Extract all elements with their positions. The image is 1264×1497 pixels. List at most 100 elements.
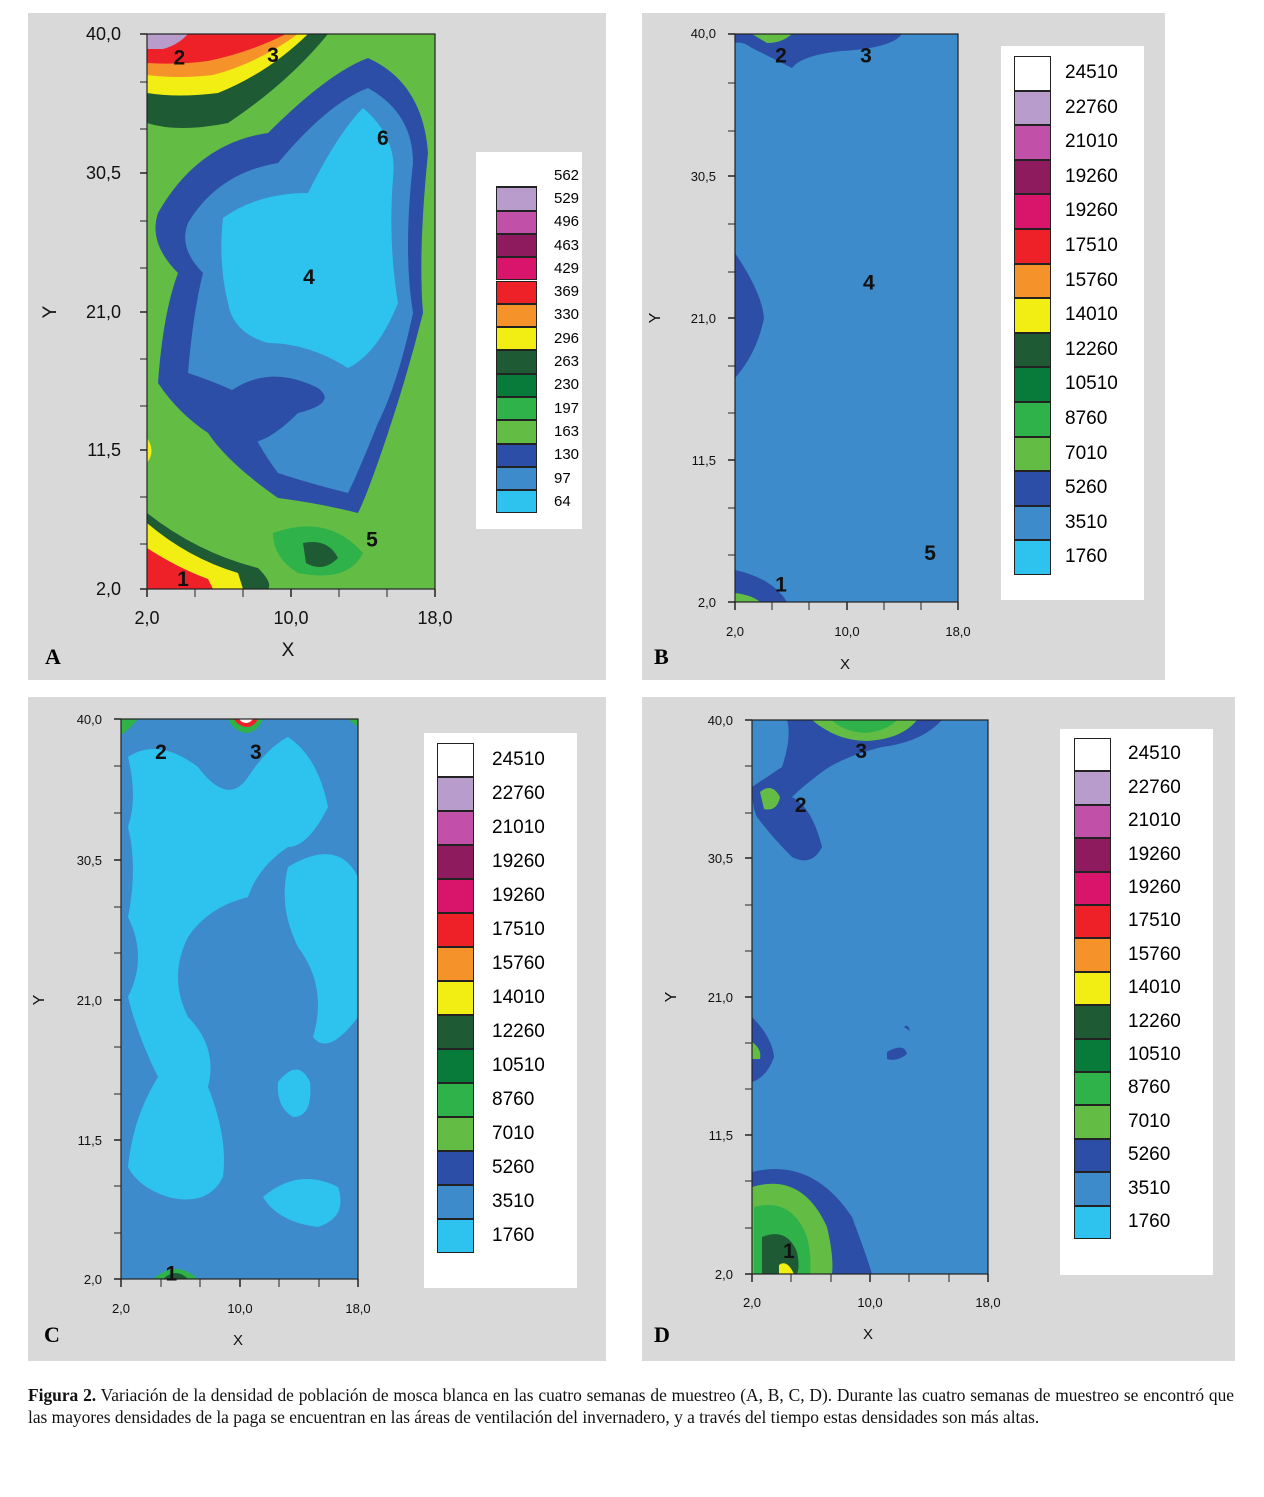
heatmap-c: 40,0 30,5 21,0 11,5 2,0 2,0 10,0 18,0 X … [31,712,371,1349]
plot-area-b [735,34,958,602]
region-d-bottom-yellow [779,1263,794,1274]
y-tick-label: 30,5 [77,853,102,868]
legend-swatch [1074,871,1111,905]
legend-a: 562 529 496 463 429 369 330 296 263 230 197 163 130 9… [476,152,582,529]
y-tick-label: 2,0 [715,1267,733,1282]
region-d-spot2-green [760,788,780,810]
legend-label: 10510 [492,1054,545,1076]
site-label-4: 4 [303,266,315,289]
x-axis-label: X [233,1332,243,1349]
panel-a: 40,0 30,5 21,0 11,5 2,0 2,0 10,0 18,0 X … [28,13,606,680]
legend-label: 19260 [492,850,545,872]
panel-label-a: A [45,644,61,669]
legend-label: 8760 [492,1088,535,1110]
legend-swatch [437,1185,474,1219]
legend-swatch [437,777,474,811]
legend-label: 10510 [1128,1043,1181,1065]
legend-swatch [437,1015,474,1049]
region-d-bottom-darkgreen [762,1234,799,1274]
legend-swatch [1014,367,1051,402]
legend-label: 22760 [1128,776,1181,798]
legend-swatch [1014,505,1051,541]
site-label-4: 4 [863,272,875,295]
legend-swatch [496,350,537,374]
region-b-top-darkblue [735,34,902,68]
region-c-lightblue-main [128,737,328,1200]
legend-swatch [437,1049,474,1083]
legend-label: 1760 [1065,546,1108,568]
x-tick-label: 2,0 [726,624,744,639]
site-label-1: 1 [775,573,787,596]
legend-label: 24510 [1128,743,1181,765]
legend-swatch [496,327,537,351]
legend-swatch [1074,971,1111,1006]
legend-swatch [496,303,537,328]
legend-label: 562 [554,166,580,184]
legend-swatch [1014,159,1051,195]
legend-label: 14010 [1065,304,1118,326]
x-axis-label: X [282,640,295,661]
region-b-bottom-darkblue [735,570,787,602]
legend-swatch [496,233,537,258]
site-label-5: 5 [366,529,378,552]
legend-swatch [1074,804,1111,839]
legend-label: 263 [554,353,580,371]
legend-label: 17510 [1128,910,1181,932]
region-a-bottom-red [147,548,213,589]
site-label-3: 3 [860,44,872,67]
legend-swatch [1014,471,1051,506]
region-d-left-darkblue [752,1017,774,1082]
x-tick-label: 2,0 [112,1301,130,1316]
legend-label: 17510 [1065,234,1118,256]
legend-label: 15760 [492,952,545,974]
legend-swatch [1074,738,1111,772]
x-tick-label: 2,0 [743,1295,761,1310]
legend-swatch [437,981,474,1015]
region-a-lightblue [221,108,398,368]
legend-label: 19260 [1128,876,1181,898]
legend-swatch [1014,402,1051,437]
region-b-top-green [752,34,792,43]
y-tick-label: 21,0 [691,311,716,326]
site-label-2: 2 [775,44,787,67]
x-ticks-a [146,589,436,597]
y-axis-label: Y [647,312,664,323]
y-ticks-a [140,33,147,590]
legend-swatch [1074,838,1111,872]
legend-label: 529 [554,189,580,207]
legend-label: 12260 [492,1020,545,1042]
legend-swatch [437,1219,474,1253]
y-tick-label: 30,5 [708,851,733,866]
legend-label: 3510 [1128,1177,1171,1199]
legend-label: 3510 [1065,511,1108,533]
annotations-d: 1 2 3 [783,740,867,1263]
y-tick-label: 40,0 [691,26,716,41]
legend-label: 24510 [492,748,545,770]
legend-swatch [437,743,474,777]
site-label-3: 3 [267,44,279,67]
x-ticks-d [751,1274,989,1282]
caption-label: Figura 2. [28,1385,97,1405]
legend-swatch [1074,1205,1111,1239]
region-c-top-hot-white [239,719,253,723]
legend-b: 24510 22760 21010 19260 19260 17510 15760 14010… [1001,46,1144,600]
legend-swatch [1014,90,1051,126]
legend-label: 369 [554,283,580,301]
density-regions-b [735,34,902,602]
legend-label: 230 [554,376,580,394]
region-b-left-darkblue [735,253,764,378]
x-tick-label: 18,0 [345,1301,370,1316]
legend-swatch [437,947,474,981]
x-tick-label: 10,0 [273,608,308,628]
panel-label-c: C [44,1322,60,1347]
legend-swatch [1074,938,1111,972]
legend-label: 7010 [492,1122,535,1144]
y-tick-label: 40,0 [86,24,121,44]
x-ticks-c [120,1279,359,1287]
region-c-lightblue-bottom [263,1179,341,1227]
heatmap-b: 40,0 30,5 21,0 11,5 2,0 2,0 10,0 18,0 X … [647,26,971,673]
y-tick-label: 30,5 [691,169,716,184]
legend-swatch [1014,194,1051,229]
legend-label: 19260 [1128,843,1181,865]
legend-label: 21010 [1128,810,1181,832]
